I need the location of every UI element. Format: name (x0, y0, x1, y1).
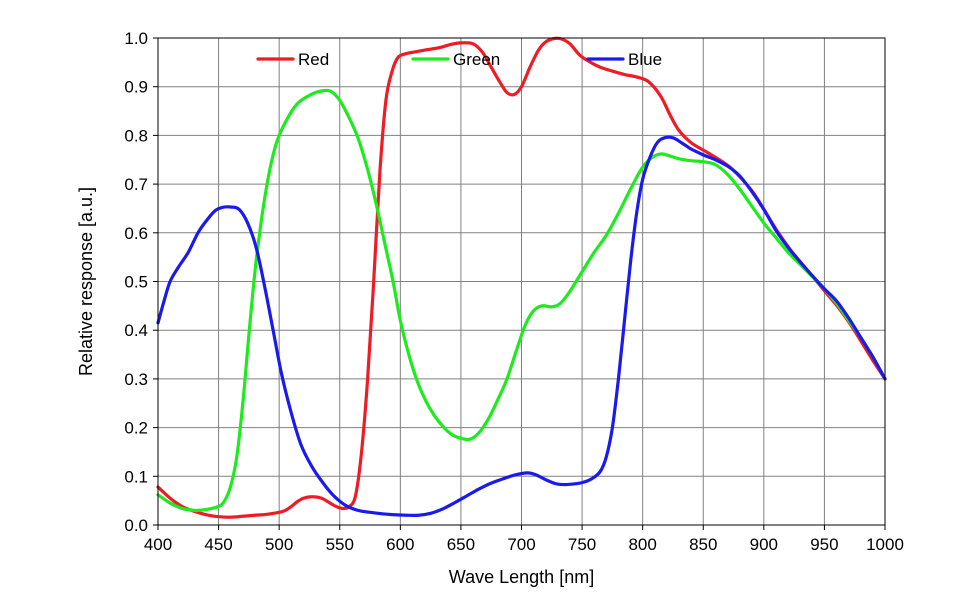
x-tick-label: 650 (447, 535, 475, 554)
x-tick-label: 900 (750, 535, 778, 554)
y-tick-labels: 0.0 0.1 0.2 0.3 0.4 0.5 0.6 0.7 0.8 0.9 1.0 (124, 29, 158, 535)
legend-label-blue: Blue (628, 50, 662, 69)
series-line-blue (156, 135, 887, 518)
x-tick-label: 800 (628, 535, 656, 554)
y-tick-label: 1.0 (124, 29, 148, 48)
legend-label-green: Green (453, 50, 500, 69)
x-tick-label: 700 (507, 535, 535, 554)
x-tick-label: 750 (568, 535, 596, 554)
x-tick-label: 950 (810, 535, 838, 554)
x-tick-label: 850 (689, 535, 717, 554)
y-tick-label: 0.6 (124, 224, 148, 243)
x-axis-label: Wave Length [nm] (449, 567, 594, 587)
x-tick-label: 400 (144, 535, 172, 554)
y-tick-label: 0.4 (124, 321, 148, 340)
y-tick-label: 0.2 (124, 419, 148, 438)
legend-label-red: Red (298, 50, 329, 69)
x-tick-label: 600 (386, 535, 414, 554)
series-line-green (156, 88, 887, 513)
y-tick-label: 0.1 (124, 467, 148, 486)
y-tick-label: 0.0 (124, 516, 148, 535)
grid-lines (157, 37, 886, 526)
y-axis-label: Relative response [a.u.] (76, 187, 96, 376)
series-layer (156, 36, 887, 519)
x-tick-labels: 400 450 500 550 600 650 700 750 800 850 900 950 1000 (144, 525, 904, 554)
x-tick-label: 500 (265, 535, 293, 554)
x-tick-label: 1000 (866, 535, 904, 554)
y-tick-label: 0.3 (124, 370, 148, 389)
y-tick-label: 0.7 (124, 175, 148, 194)
legend: Red Green Blue (256, 50, 662, 69)
y-tick-label: 0.5 (124, 273, 148, 292)
x-tick-label: 450 (204, 535, 232, 554)
x-tick-label: 550 (326, 535, 354, 554)
y-tick-label: 0.8 (124, 126, 148, 145)
y-tick-label: 0.9 (124, 78, 148, 97)
